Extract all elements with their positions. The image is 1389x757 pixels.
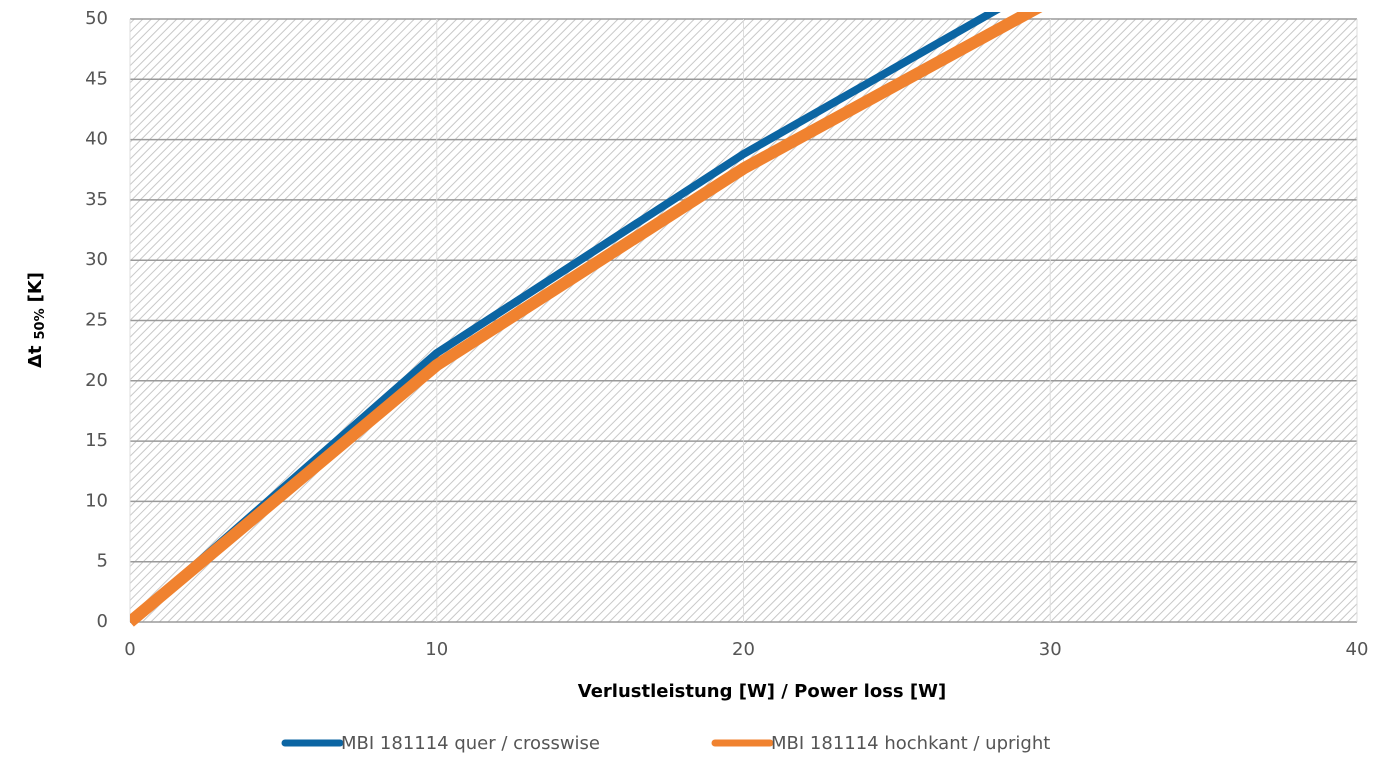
y-tick-label: 10 [85, 490, 108, 511]
legend: MBI 181114 quer / crosswise MBI 181114 ho… [281, 733, 1050, 754]
y-label-sub: 50% [33, 308, 48, 339]
x-tick-label: 10 [425, 639, 448, 660]
y-tick-label: 30 [85, 249, 108, 270]
y-tick-label: 15 [85, 430, 108, 451]
lines [130, 12, 1043, 627]
legend-label: MBI 181114 hochkant / upright [771, 733, 1050, 754]
x-tick-label: 20 [732, 639, 755, 660]
y-tick-label: 25 [85, 310, 108, 331]
grid [129, 18, 1358, 623]
y-tick-label: 35 [85, 189, 108, 210]
x-tick-label: 0 [124, 639, 135, 660]
y-axis-label: Δt 50% [K] [25, 272, 48, 368]
y-tick-label: 20 [85, 370, 108, 391]
y-label-main: Δt [25, 345, 46, 368]
y-tick-label: 0 [97, 611, 108, 632]
y-tick-label: 40 [85, 129, 108, 150]
y-tick-label: 50 [85, 8, 108, 29]
x-tick-label: 40 [1346, 639, 1369, 660]
series-line [130, 12, 1043, 627]
x-axis-label: Verlustleistung [W] / Power loss [W] [578, 681, 946, 702]
y-tick-label: 45 [85, 68, 108, 89]
y-tick-label: 5 [97, 551, 108, 572]
x-tick-label: 30 [1039, 639, 1062, 660]
y-label-unit: [K] [25, 272, 46, 302]
legend-label: MBI 181114 quer / crosswise [341, 733, 600, 754]
